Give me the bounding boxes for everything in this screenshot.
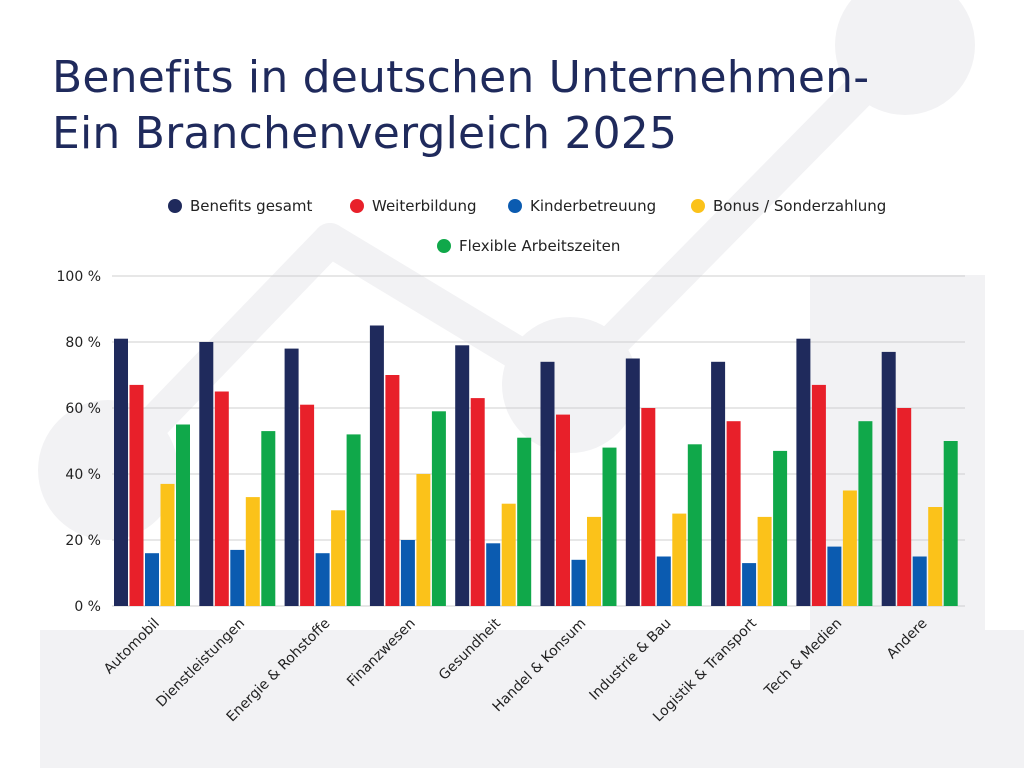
bar <box>943 441 958 606</box>
bar <box>486 543 501 606</box>
bar <box>284 348 299 606</box>
bar <box>245 497 260 606</box>
bar <box>625 358 640 606</box>
bar <box>571 559 586 606</box>
bar <box>230 549 245 606</box>
bar <box>455 345 470 606</box>
bar <box>145 553 159 606</box>
bar <box>587 516 601 606</box>
bar <box>881 351 896 606</box>
bar <box>261 431 276 606</box>
title-line-1: Benefits in deutschen Unternehmen- <box>52 52 870 103</box>
bar <box>315 553 330 606</box>
y-tick-label: 40 % <box>65 467 101 483</box>
bar <box>641 408 656 606</box>
bar <box>331 510 346 606</box>
bar <box>540 361 555 606</box>
y-tick-label: 60 % <box>65 401 101 417</box>
bar <box>501 503 516 606</box>
legend-label: Flexible Arbeitszeiten <box>459 237 620 255</box>
bar <box>912 556 927 606</box>
x-tick-label: Automobil <box>101 616 163 678</box>
bar <box>726 421 741 606</box>
bar <box>114 338 128 606</box>
bar <box>796 338 811 606</box>
bar <box>470 398 485 606</box>
bar <box>711 361 726 606</box>
bar <box>300 404 315 606</box>
x-tick-label: Tech & Medien <box>761 616 845 700</box>
legend-label: Kinderbetreuung <box>530 197 656 215</box>
bars <box>114 325 958 606</box>
x-tick-label: Industrie & Bau <box>586 616 674 704</box>
bar <box>656 556 671 606</box>
y-tick-label: 100 % <box>57 269 101 285</box>
bar <box>602 447 617 606</box>
legend-label: Benefits gesamt <box>190 197 313 215</box>
bar <box>811 384 826 606</box>
bar <box>827 546 842 606</box>
bar <box>199 342 214 606</box>
bar <box>517 437 532 606</box>
legend: Benefits gesamt Weiterbildung Kinderbetreu… <box>168 197 886 255</box>
bar <box>897 408 912 606</box>
legend-marker <box>437 239 451 253</box>
x-tick-label: Handel & Konsum <box>490 616 590 716</box>
bar <box>416 474 431 606</box>
legend-marker <box>691 199 705 213</box>
bar <box>385 375 400 606</box>
bar <box>214 391 229 606</box>
bar <box>160 483 175 606</box>
bar <box>176 424 190 606</box>
bar <box>842 490 857 606</box>
bar <box>928 507 943 606</box>
x-tick-label: Dienstleistungen <box>153 616 248 711</box>
bar <box>858 421 873 606</box>
legend-marker <box>350 199 364 213</box>
bar <box>757 516 772 606</box>
bar <box>431 411 446 606</box>
legend-label: Bonus / Sonderzahlung <box>713 197 886 215</box>
legend-label: Weiterbildung <box>372 197 477 215</box>
legend-marker <box>508 199 522 213</box>
bar <box>672 513 687 606</box>
bar <box>742 563 757 606</box>
bar <box>400 540 415 606</box>
x-tick-label: Andere <box>884 616 931 663</box>
y-tick-label: 80 % <box>65 335 101 351</box>
chart-title: Benefits in deutschen Unternehmen- Ein B… <box>52 50 869 162</box>
x-tick-label: Finanzwesen <box>344 616 419 691</box>
bar <box>129 384 144 606</box>
bar <box>687 444 702 606</box>
x-tick-label: Gesundheit <box>436 615 504 683</box>
bar <box>346 434 361 606</box>
bar <box>556 414 570 606</box>
legend-marker <box>168 199 182 213</box>
y-tick-label: 20 % <box>65 533 101 549</box>
bar <box>773 450 788 606</box>
bar <box>369 325 384 606</box>
y-tick-label: 0 % <box>74 599 101 615</box>
title-line-2: Ein Branchenvergleich 2025 <box>52 108 678 159</box>
